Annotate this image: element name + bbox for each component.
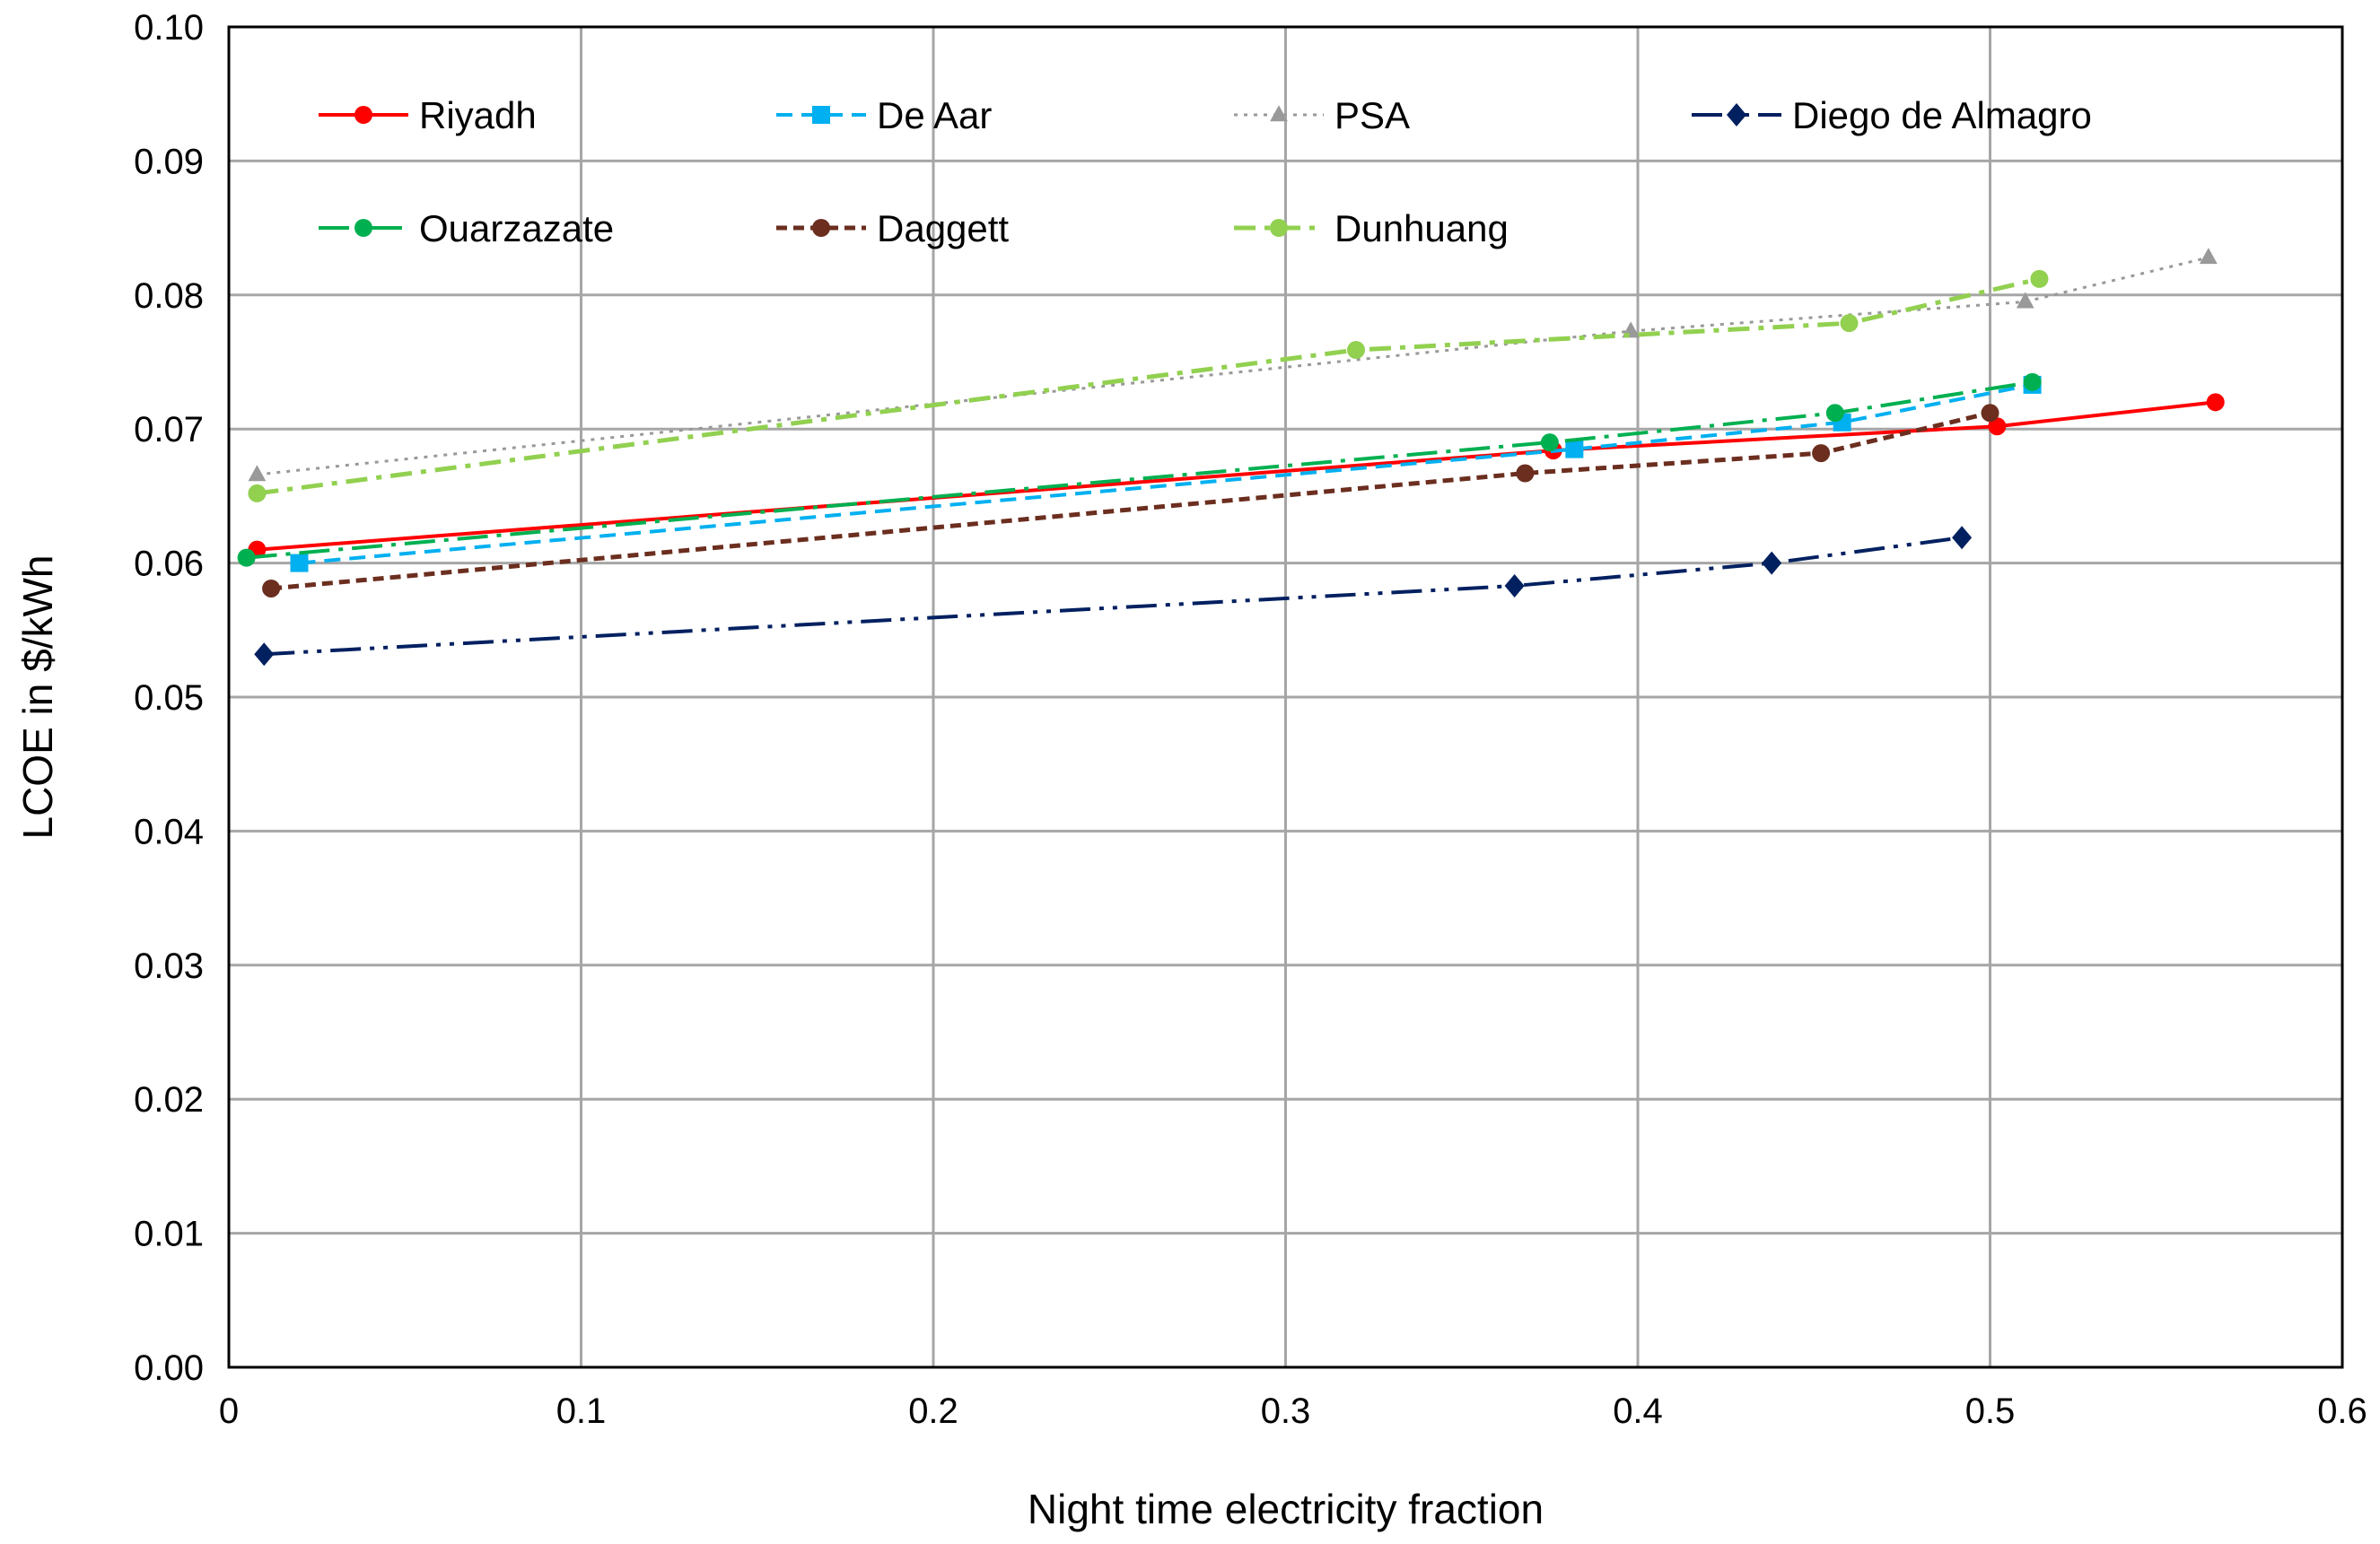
data-point [237, 548, 256, 567]
y-tick-label: 0.09 [134, 142, 204, 181]
y-tick-label: 0.06 [134, 545, 204, 584]
series-riyadh [248, 393, 2225, 559]
data-point [2023, 372, 2042, 391]
y-tick-label: 0.07 [134, 410, 204, 449]
series-line [257, 276, 2040, 496]
data-point [1812, 444, 1831, 463]
series-line [257, 256, 2209, 476]
y-tick-label: 0.05 [134, 678, 204, 718]
series-daggett [262, 404, 1999, 598]
legend-entry: Riyadh [319, 94, 537, 136]
series-line [299, 382, 2033, 565]
legend-entry: Ouarzazate [319, 207, 614, 249]
x-tick-label: 0.6 [2317, 1391, 2367, 1431]
data-point [1840, 314, 1859, 333]
data-point [1540, 433, 1559, 452]
data-point [1952, 526, 1973, 550]
legend-marker [1727, 103, 1746, 126]
series-line [257, 400, 2216, 552]
y-axis-ticks: 0.00 0.01 0.02 0.03 0.04 0.05 0.06 0.07 0.08 0.09… [134, 8, 204, 1388]
x-tick-label: 0.3 [1261, 1391, 1311, 1431]
data-point [1516, 464, 1535, 483]
y-tick-label: 0.02 [134, 1080, 204, 1120]
plot-area [227, 25, 2344, 1369]
legend-entry: Daggett [776, 207, 1009, 249]
data-point [2030, 269, 2049, 288]
series-line [270, 410, 1991, 591]
series-dunhuang [248, 269, 2049, 502]
legend-label: Dunhuang [1334, 207, 1509, 249]
legend-entry: PSA [1234, 94, 1410, 136]
y-tick-label: 0.03 [134, 946, 204, 986]
data-point [2199, 248, 2218, 265]
legend-label: Riyadh [419, 94, 537, 136]
legend-marker [812, 219, 830, 237]
legend-marker [1270, 219, 1288, 237]
y-tick-label: 0.10 [134, 8, 204, 48]
series-de-aar [290, 375, 2042, 572]
series-psa [248, 248, 2218, 482]
data-point [254, 642, 275, 667]
legend-label: Diego de Almagro [1792, 94, 2092, 136]
y-tick-label: 0.01 [134, 1215, 204, 1254]
data-point [248, 465, 267, 482]
data-point [290, 554, 309, 572]
data-point [1347, 341, 1365, 360]
y-tick-label: 0.04 [134, 812, 204, 851]
legend-entry: De Aar [776, 94, 992, 136]
x-tick-label: 0.2 [908, 1391, 958, 1431]
data-point [262, 579, 281, 598]
x-tick-label: 0.4 [1613, 1391, 1663, 1431]
series-line [246, 379, 2033, 560]
x-tick-label: 0 [219, 1391, 239, 1431]
data-point [2206, 393, 2225, 412]
legend-entry: Dunhuang [1234, 207, 1509, 249]
legend-label: De Aar [877, 94, 992, 136]
x-tick-label: 0.5 [1965, 1391, 2016, 1431]
data-point [1504, 573, 1525, 598]
data-point [2016, 292, 2034, 309]
series-layer [237, 248, 2225, 667]
x-axis-title: Night time electricity fraction [1028, 1486, 1544, 1532]
legend-label: Ouarzazate [419, 207, 614, 249]
legend-label: PSA [1334, 94, 1410, 136]
x-axis-ticks: 0 0.1 0.2 0.3 0.4 0.5 0.6 [219, 1391, 2367, 1431]
series-ouarzazate [237, 372, 2042, 567]
legend-marker [354, 219, 372, 237]
data-point [1988, 417, 2007, 436]
x-tick-label: 0.1 [556, 1391, 607, 1431]
series-line [264, 536, 1963, 657]
data-point [248, 484, 267, 502]
y-tick-label: 0.00 [134, 1348, 204, 1388]
data-point [1981, 404, 1999, 423]
legend: Riyadh De Aar PSA Diego de Almagro Ouarzazat… [319, 94, 2092, 249]
data-point [1825, 404, 1844, 423]
legend-entry: Diego de Almagro [1692, 94, 2092, 136]
series-diego-de-almagro [254, 526, 1973, 667]
y-axis-title: LCOE in $/kWh [14, 555, 61, 840]
data-point [1565, 440, 1584, 458]
legend-label: Daggett [877, 207, 1009, 249]
legend-marker [1270, 105, 1288, 122]
y-tick-label: 0.08 [134, 276, 204, 316]
data-point [1762, 551, 1782, 575]
legend-marker [354, 106, 372, 124]
legend-marker [812, 106, 830, 124]
